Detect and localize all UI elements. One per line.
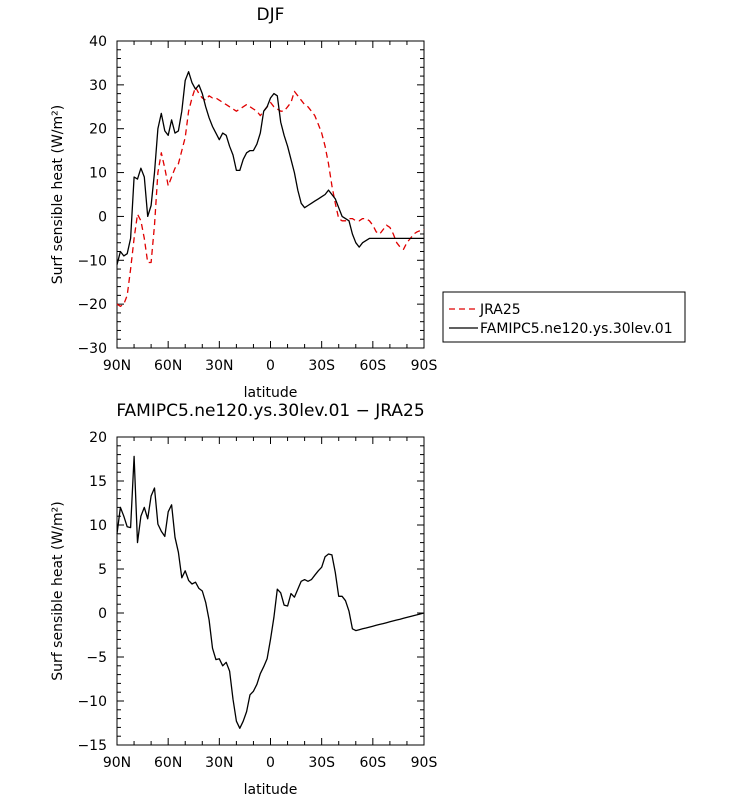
- plot-frame: [116, 40, 425, 349]
- x-tick-label: 90S: [411, 358, 438, 374]
- panel-djf: DJF −30 −20 −10 0 10 20 30 40 90N 60N 30N 0 30S 60S 90S…: [50, 5, 686, 401]
- y-tick-label: 20: [89, 122, 107, 138]
- y-tick-label: 30: [89, 78, 107, 94]
- y-tick-label: 0: [98, 606, 107, 622]
- y-tick-label: −5: [86, 650, 107, 666]
- legend-box: [442, 291, 686, 343]
- y-tick-label: 20: [89, 430, 107, 446]
- x-axis-label: latitude: [244, 782, 298, 798]
- x-tick-label: 90S: [411, 755, 438, 771]
- y-tick-label: −20: [77, 297, 107, 313]
- y-tick-label: 5: [98, 562, 107, 578]
- y-tick-label: −10: [77, 694, 107, 710]
- legend: JRA25 FAMIPC5.ne120.ys.30lev.01: [442, 291, 686, 343]
- x-tick-label: 0: [266, 755, 275, 771]
- x-tick-label: 90N: [103, 755, 131, 771]
- y-tick-label: −10: [77, 253, 107, 269]
- y-tick-label: 10: [89, 518, 107, 534]
- x-tick-label: 60N: [154, 755, 182, 771]
- y-axis-label: Surf sensible heat (W/m²): [50, 105, 66, 284]
- y-tick-label: 15: [89, 474, 107, 490]
- chart-title: DJF: [257, 5, 285, 25]
- tick-marks: [116, 436, 425, 746]
- y-axis-label: Surf sensible heat (W/m²): [50, 501, 66, 680]
- y-tick-label: −30: [77, 341, 107, 357]
- plot-frame: [116, 436, 425, 746]
- y-tick-label: 0: [98, 209, 107, 225]
- series-line-0: [116, 86, 425, 307]
- x-axis-label: latitude: [244, 385, 298, 401]
- x-tick-label: 30N: [205, 358, 233, 374]
- series-line-0: [116, 455, 425, 729]
- tick-marks: [116, 40, 425, 349]
- legend-entry: FAMIPC5.ne120.ys.30lev.01: [480, 321, 673, 337]
- panel-difference: FAMIPC5.ne120.ys.30lev.01 − JRA25 −15 −10 −…: [50, 401, 437, 798]
- x-tick-label: 30S: [308, 358, 335, 374]
- x-tick-label: 30N: [205, 755, 233, 771]
- x-tick-label: 60N: [154, 358, 182, 374]
- series-line-1: [116, 71, 424, 265]
- y-tick-label: −15: [77, 738, 107, 754]
- x-tick-label: 60S: [359, 358, 386, 374]
- chart-title: FAMIPC5.ne120.ys.30lev.01 − JRA25: [116, 401, 424, 421]
- x-tick-label: 0: [266, 358, 275, 374]
- x-tick-label: 30S: [308, 755, 335, 771]
- y-tick-label: 40: [89, 34, 107, 50]
- legend-entry: JRA25: [479, 302, 521, 318]
- x-tick-label: 60S: [359, 755, 386, 771]
- x-tick-label: 90N: [103, 358, 131, 374]
- y-tick-label: 10: [89, 166, 107, 182]
